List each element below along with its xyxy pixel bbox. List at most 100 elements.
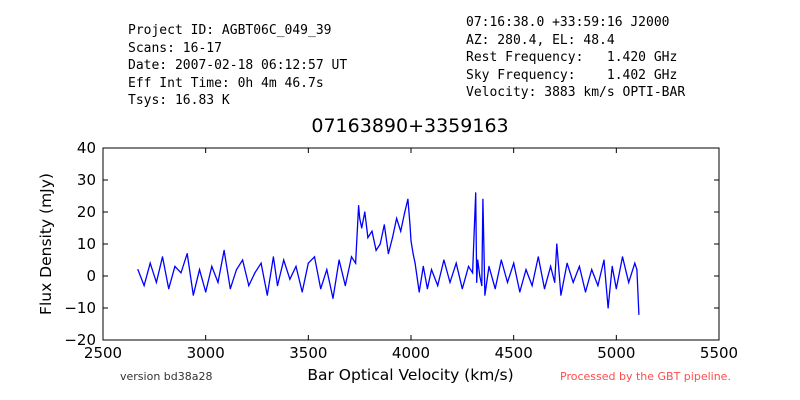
data-point: [137, 269, 139, 271]
data-point: [379, 243, 381, 245]
project-id-text: Project ID: AGBT06C_049_39: [128, 23, 332, 38]
data-point: [168, 288, 170, 290]
data-point: [430, 269, 433, 271]
data-point: [636, 269, 638, 271]
y-tick-label: 20: [77, 203, 96, 221]
data-point: [410, 240, 412, 242]
data-point: [572, 281, 574, 283]
x-tick-label: 3500: [289, 344, 327, 362]
data-point: [519, 291, 521, 293]
data-point: [260, 262, 262, 264]
data-point: [326, 269, 328, 271]
data-point: [476, 281, 478, 283]
y-tick-label: −20: [64, 331, 96, 349]
data-point: [205, 291, 207, 293]
data-point: [364, 211, 366, 213]
data-point: [418, 291, 420, 293]
header-left-block: Project ID: AGBT06C_049_39 Scans: 16-17 …: [128, 22, 347, 110]
data-point: [638, 313, 640, 315]
data-point: [186, 253, 188, 255]
data-point: [412, 253, 414, 255]
data-point: [289, 278, 291, 280]
data-point: [550, 265, 552, 267]
x-tick-label: 3000: [187, 344, 225, 362]
data-point: [338, 259, 340, 261]
x-tick-label: 4500: [495, 344, 533, 362]
data-point: [455, 262, 457, 264]
x-tick-label: 2500: [84, 344, 122, 362]
data-point: [320, 288, 322, 290]
data-point: [560, 294, 562, 296]
data-point: [634, 262, 636, 264]
y-tick-label: 40: [77, 139, 96, 157]
data-point: [211, 265, 213, 267]
data-point: [479, 275, 481, 277]
data-point: [404, 211, 406, 213]
data-point: [591, 269, 593, 271]
y-tick-label: −10: [64, 299, 96, 317]
data-point: [554, 281, 556, 283]
data-point: [531, 285, 533, 287]
data-point: [484, 294, 486, 296]
data-point: [223, 249, 225, 251]
data-point: [383, 224, 385, 226]
data-point: [597, 285, 599, 287]
y-tick-label: 10: [77, 235, 96, 253]
sky-frequency-text: Sky Frequency: 1.402 GHz: [466, 67, 678, 83]
data-point: [584, 291, 587, 293]
data-point: [494, 288, 496, 290]
data-point: [543, 288, 546, 290]
data-point: [332, 297, 334, 299]
x-tick-label: 5500: [700, 344, 738, 362]
az-el-text: AZ: 280.4, EL: 48.4: [466, 32, 615, 48]
data-point: [437, 285, 439, 287]
data-point: [283, 259, 285, 261]
x-tick-label: 4000: [392, 344, 430, 362]
data-point: [566, 262, 568, 264]
data-point: [391, 237, 394, 239]
data-point: [355, 262, 357, 264]
data-point: [358, 205, 360, 207]
header-right-block: 07:16:38.0 +33:59:16 J2000 AZ: 280.4, EL…: [466, 14, 685, 102]
data-point: [422, 265, 424, 267]
data-point: [344, 285, 346, 287]
data-point: [488, 265, 490, 267]
data-point: [149, 262, 151, 264]
data-point: [611, 265, 613, 267]
data-point: [295, 265, 297, 267]
data-point: [628, 281, 630, 283]
data-point: [482, 198, 484, 200]
data-point: [506, 281, 509, 283]
data-point: [477, 259, 479, 261]
data-point: [235, 269, 238, 271]
scans-text: Scans: 16-17: [128, 40, 222, 56]
data-point: [467, 265, 470, 267]
x-axis-label: Bar Optical Velocity (km/s): [307, 366, 514, 384]
data-point: [174, 265, 176, 267]
eff-int-time-text: Eff Int Time: 0h 4m 46.7s: [128, 75, 324, 91]
data-point: [400, 230, 402, 232]
data-point: [475, 192, 477, 194]
data-point: [198, 269, 201, 271]
data-point: [350, 256, 353, 258]
chart-title: 07163890+3359163: [311, 115, 509, 137]
data-point: [359, 217, 361, 219]
x-tick-label: 5000: [597, 344, 635, 362]
data-point: [578, 265, 581, 267]
data-point: [472, 272, 474, 274]
y-tick-label: 30: [77, 171, 96, 189]
data-point: [407, 198, 409, 200]
y-tick-label: 0: [86, 267, 96, 285]
data-point: [272, 256, 274, 258]
data-point: [500, 259, 502, 261]
data-point: [371, 230, 373, 232]
data-point: [155, 281, 157, 283]
data-point: [254, 272, 256, 274]
data-point: [361, 227, 363, 229]
data-point: [621, 256, 624, 258]
data-point: [143, 285, 145, 287]
data-point: [307, 262, 309, 264]
data-point: [375, 249, 377, 251]
version-text: version bd38a28: [120, 370, 213, 383]
data-point: [414, 262, 416, 264]
